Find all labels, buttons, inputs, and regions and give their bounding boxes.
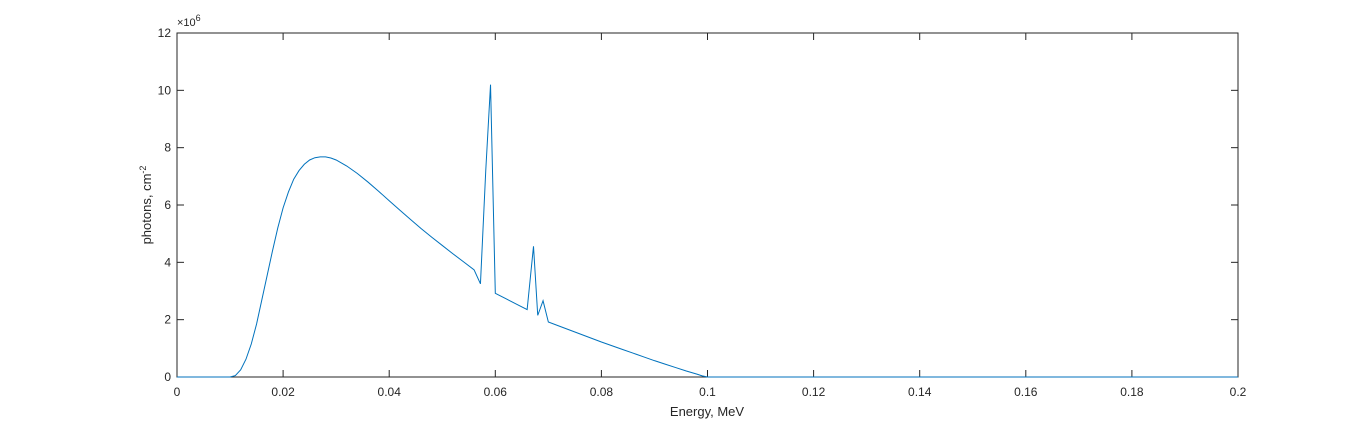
y-axis-label: photons, cm-2 <box>138 166 154 245</box>
y-tick-label: 0 <box>164 370 171 384</box>
y-tick-label: 2 <box>164 313 171 327</box>
y-axis-exponent-power: 6 <box>196 13 201 23</box>
x-tick-label: 0.14 <box>908 385 932 399</box>
x-tick-label: 0.08 <box>590 385 614 399</box>
y-tick-label: 12 <box>158 26 172 40</box>
x-tick-label: 0 <box>174 385 181 399</box>
x-tick-label: 0.16 <box>1014 385 1038 399</box>
labels-layer: 0 0.02 0.04 0.06 0.08 0.1 0.12 0.14 0.16 0.18 0.2 0… <box>158 26 1247 399</box>
plot-area <box>176 32 1239 378</box>
x-tick-label: 0.06 <box>484 385 508 399</box>
y-tick-label: 10 <box>158 83 172 97</box>
data-series-line <box>177 84 1238 378</box>
x-tick-label: 0.04 <box>378 385 402 399</box>
x-tick-label: 0.2 <box>1230 385 1247 399</box>
y-axis-label-superscript: -2 <box>138 166 148 174</box>
x-tick-label: 0.18 <box>1120 385 1144 399</box>
x-tick-label: 0.12 <box>802 385 826 399</box>
y-tick-label: 4 <box>164 255 171 269</box>
y-tick-label: 8 <box>164 141 171 155</box>
y-axis-exponent: ×106 <box>177 13 201 29</box>
x-axis-label: Energy, MeV <box>670 404 745 419</box>
y-axis-exponent-base: ×10 <box>177 17 196 29</box>
y-axis-label-main: photons, cm <box>139 174 154 245</box>
x-tick-label: 0.02 <box>271 385 295 399</box>
x-tick-label: 0.1 <box>699 385 716 399</box>
y-tick-label: 6 <box>164 198 171 212</box>
